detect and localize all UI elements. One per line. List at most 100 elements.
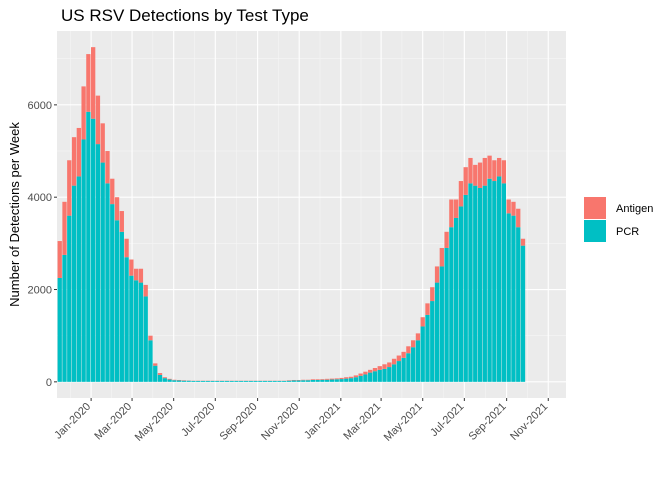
x-tick-label: Sep-2021 <box>467 401 509 443</box>
bar-antigen <box>468 157 473 184</box>
bar-pcr <box>425 314 430 382</box>
bar-antigen <box>477 162 483 188</box>
bar-antigen <box>162 377 167 379</box>
bar-pcr <box>143 296 148 382</box>
bar-pcr <box>105 183 110 382</box>
bar-pcr <box>86 111 91 382</box>
bar-antigen <box>100 123 105 163</box>
x-tick-label: Jan-2021 <box>302 401 343 442</box>
bar-antigen <box>425 303 430 315</box>
bar-pcr <box>110 204 115 382</box>
bar-pcr <box>477 187 483 382</box>
bar-antigen <box>411 340 416 348</box>
bar-pcr <box>282 380 287 382</box>
bar-antigen <box>449 199 454 228</box>
bar-antigen <box>430 287 435 302</box>
bar-antigen <box>482 157 487 186</box>
bar-pcr <box>114 220 120 382</box>
bar-antigen <box>110 178 115 205</box>
bar-pcr <box>219 380 225 382</box>
bar-pcr <box>496 176 502 382</box>
legend-key-antigen <box>584 197 606 219</box>
bar-pcr <box>186 380 191 382</box>
bar-pcr <box>487 178 492 382</box>
bar-pcr <box>172 380 177 382</box>
bar-antigen <box>444 231 449 248</box>
y-tick-label: 4000 <box>28 192 52 204</box>
bar-pcr <box>248 380 253 382</box>
bar-pcr <box>277 380 282 382</box>
x-tick-label: May-2021 <box>382 401 425 444</box>
bar-antigen <box>133 268 139 281</box>
bar-pcr <box>62 254 67 382</box>
bar-antigen <box>358 373 363 376</box>
bar-antigen <box>344 377 349 379</box>
bar-pcr <box>224 380 230 382</box>
bar-pcr <box>430 301 435 382</box>
bar-pcr <box>138 282 144 382</box>
y-tick-label: 6000 <box>28 100 52 112</box>
bar-antigen <box>406 346 411 354</box>
bar-antigen <box>496 157 502 177</box>
bar-pcr <box>473 185 478 382</box>
bar-pcr <box>391 364 397 382</box>
bar-pcr <box>196 380 201 382</box>
y-tick-label: 0 <box>46 377 52 389</box>
bar-pcr <box>315 379 320 382</box>
x-tick-label: Sep-2020 <box>217 401 259 443</box>
bar-pcr <box>334 379 339 382</box>
bar-pcr <box>153 365 158 382</box>
x-tick-label: Jan-2020 <box>52 401 93 442</box>
x-tick-label: Jul-2021 <box>428 401 466 439</box>
bar-pcr <box>262 380 268 382</box>
bar-antigen <box>148 335 153 341</box>
bar-antigen <box>325 378 330 380</box>
bar-pcr <box>286 380 292 382</box>
bar-antigen <box>516 208 521 228</box>
bar-antigen <box>157 373 163 375</box>
bar-pcr <box>191 380 196 382</box>
bar-pcr <box>463 194 468 382</box>
bar-pcr <box>215 380 220 382</box>
bar-antigen <box>492 160 497 182</box>
bar-pcr <box>148 340 153 382</box>
bar-pcr <box>57 277 62 382</box>
bar-antigen <box>348 376 354 379</box>
bar-antigen <box>487 155 492 179</box>
bar-pcr <box>239 380 244 382</box>
bar-pcr <box>320 379 325 382</box>
bar-pcr <box>91 118 96 382</box>
bar-pcr <box>372 371 378 382</box>
bar-antigen <box>67 160 72 216</box>
y-axis-title: Number of Detections per Week <box>7 122 22 307</box>
chart-title: US RSV Detections by Test Type <box>61 6 309 25</box>
bar-pcr <box>133 280 139 382</box>
bar-pcr <box>482 185 487 382</box>
bar-pcr <box>81 139 86 382</box>
bar-pcr <box>291 380 296 382</box>
bar-antigen <box>372 367 378 372</box>
bar-pcr <box>339 379 344 382</box>
bar-antigen <box>396 355 401 362</box>
bar-pcr <box>95 144 101 382</box>
bar-pcr <box>243 380 249 382</box>
bar-antigen <box>439 247 444 267</box>
bar-antigen <box>86 54 91 112</box>
bar-pcr <box>439 266 444 382</box>
bar-antigen <box>368 369 373 373</box>
bar-pcr <box>181 380 187 382</box>
bar-pcr <box>434 282 440 382</box>
bar-pcr <box>129 275 134 382</box>
bar-antigen <box>143 284 148 297</box>
bar-pcr <box>368 372 373 382</box>
bar-pcr <box>511 215 516 382</box>
bar-pcr <box>458 206 464 382</box>
bar-pcr <box>444 247 449 382</box>
bar-antigen <box>501 160 507 184</box>
bar-pcr <box>157 374 163 382</box>
bar-pcr <box>234 380 239 382</box>
x-tick-label: Mar-2020 <box>92 401 134 443</box>
bar-pcr <box>71 185 77 382</box>
x-tick-label: Nov-2021 <box>508 401 550 443</box>
